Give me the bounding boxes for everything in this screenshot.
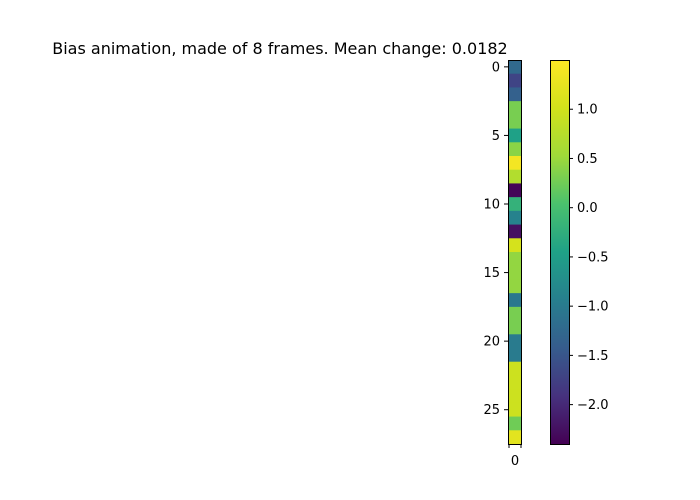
y-tick-label: 5 — [492, 129, 500, 144]
heatmap-cell — [508, 402, 522, 417]
heatmap-cell — [508, 361, 522, 376]
heatmap-cell — [508, 279, 522, 294]
heatmap-cell — [508, 156, 522, 171]
y-tick-label: 20 — [483, 335, 500, 350]
heatmap-cell — [508, 320, 522, 335]
x-axis: 0 — [508, 444, 522, 469]
heatmap-cell — [508, 416, 522, 431]
heatmap-cell — [508, 306, 522, 321]
colorbar — [550, 60, 569, 444]
colorbar-tick-label: −2.0 — [577, 398, 609, 413]
heatmap-cell — [508, 169, 522, 184]
heatmap-cell — [508, 60, 522, 75]
colorbar-tick-label: −1.0 — [577, 300, 609, 315]
heatmap-frame — [508, 60, 522, 445]
heatmap-cell — [508, 183, 522, 198]
heatmap-cell — [508, 128, 522, 143]
heatmap-cell — [508, 224, 522, 239]
heatmap-cell — [508, 197, 522, 212]
heatmap-cell — [508, 73, 522, 88]
heatmap-cell — [508, 375, 522, 390]
heatmap-cells — [508, 60, 522, 445]
heatmap-cell — [508, 293, 522, 308]
heatmap-cell — [508, 210, 522, 225]
heatmap-cell — [508, 238, 522, 253]
heatmap-cell — [508, 87, 522, 102]
y-tick-label: 0 — [492, 60, 500, 75]
chart-title: Bias animation, made of 8 frames. Mean c… — [52, 39, 507, 58]
y-tick-label: 10 — [483, 198, 500, 213]
heatmap-cell — [508, 265, 522, 280]
colorbar-axis: 1.0 0.5 0.0 −0.5 −1.0 −1.5 −2.0 — [569, 103, 609, 413]
y-axis: 0 5 10 15 20 25 — [483, 60, 508, 418]
heatmap-cell — [508, 101, 522, 116]
heatmap-cell — [508, 252, 522, 267]
heatmap-cell — [508, 389, 522, 404]
heatmap-cell — [508, 430, 522, 445]
heatmap-cell — [508, 142, 522, 157]
colorbar-tick-label: −0.5 — [577, 250, 609, 265]
colorbar-tick-label: −1.5 — [577, 349, 609, 364]
heatmap-cell — [508, 334, 522, 349]
colorbar-frame — [550, 60, 570, 445]
colorbar-tick-label: 1.0 — [577, 103, 598, 118]
colorbar-tick-label: 0.0 — [577, 201, 598, 216]
heatmap-cell — [508, 348, 522, 363]
y-tick-label: 15 — [483, 266, 500, 281]
y-tick-label: 25 — [483, 403, 500, 418]
heatmap-cell — [508, 114, 522, 129]
colorbar-tick-label: 0.5 — [577, 152, 598, 167]
x-tick-label: 0 — [511, 454, 519, 469]
